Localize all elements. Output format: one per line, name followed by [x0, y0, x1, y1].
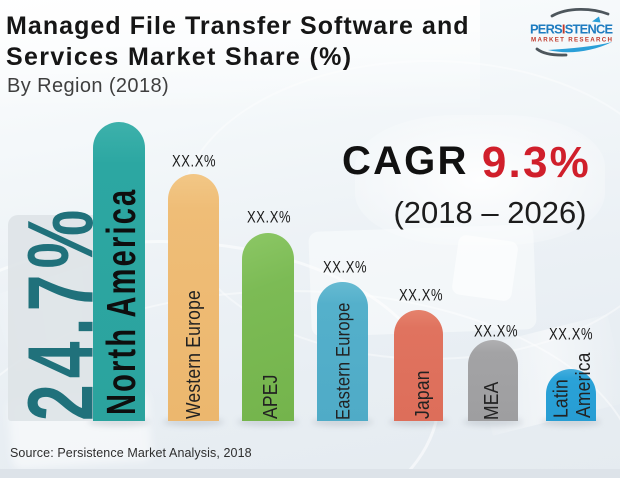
- svg-text:PERSISTENCE: PERSISTENCE: [530, 22, 613, 37]
- svg-text:MARKET RESEARCH: MARKET RESEARCH: [531, 37, 613, 44]
